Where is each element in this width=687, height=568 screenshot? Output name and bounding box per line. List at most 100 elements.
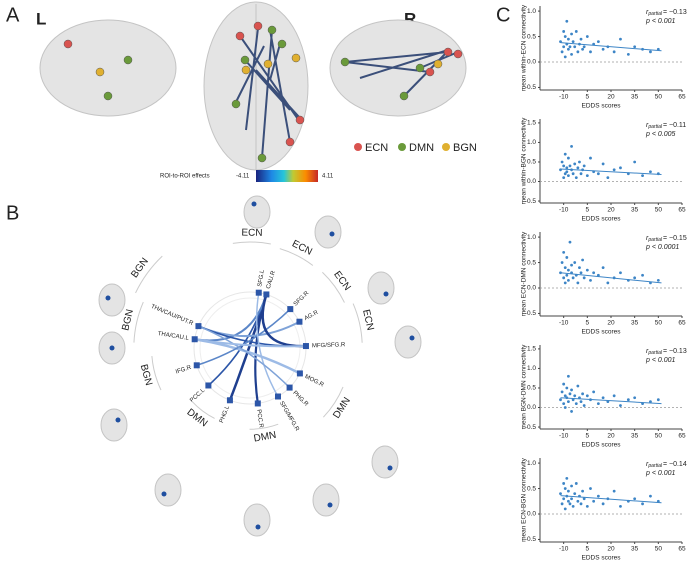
- network-arc: [232, 241, 271, 245]
- roi-node: [263, 291, 270, 298]
- point: [633, 45, 637, 49]
- y-tick-label: 0.0: [527, 511, 536, 518]
- point: [576, 166, 580, 170]
- roi-node: [191, 336, 198, 343]
- y-tick-label: 0.5: [527, 385, 536, 392]
- network-arc: [322, 271, 345, 303]
- point: [568, 392, 572, 396]
- colorbar: [256, 170, 318, 182]
- point: [582, 164, 586, 168]
- network-arc: [191, 401, 215, 419]
- annotation-part: = −0.13: [663, 9, 687, 16]
- annotation-part: partial: [647, 463, 663, 469]
- point: [649, 170, 652, 174]
- point: [562, 382, 566, 386]
- y-tick-label: -0.5: [525, 536, 537, 543]
- fit-line: [560, 272, 662, 284]
- roi-label: THA/CAU.L: [157, 331, 190, 342]
- y-axis-label: mean within-BGN connectivity: [521, 117, 528, 204]
- point: [571, 276, 575, 280]
- y-tick-label: 1.5: [527, 346, 536, 353]
- point: [570, 144, 573, 148]
- point: [606, 281, 610, 285]
- point: [596, 172, 600, 176]
- panel-label: C: [496, 4, 510, 26]
- point: [563, 507, 567, 511]
- point: [559, 398, 562, 402]
- point: [606, 176, 610, 180]
- point: [568, 240, 572, 244]
- network-label: DMN: [185, 407, 210, 429]
- roi-node: [193, 362, 200, 369]
- panel-label: A: [6, 4, 20, 26]
- point: [582, 45, 586, 49]
- point: [567, 499, 570, 503]
- network-arc: [352, 303, 363, 343]
- point: [563, 406, 567, 409]
- point: [656, 499, 660, 503]
- point: [574, 402, 578, 406]
- annotation-part: r: [646, 122, 649, 129]
- point: [633, 497, 637, 501]
- point: [567, 47, 570, 51]
- point: [578, 266, 581, 270]
- point: [576, 281, 580, 285]
- fit-line: [560, 495, 662, 504]
- x-tick-label: 65: [678, 320, 686, 327]
- roi-node: [296, 370, 303, 377]
- point: [619, 404, 622, 407]
- roi-label: MFG/SFG.R: [312, 342, 346, 349]
- y-tick-label: -0.5: [525, 198, 537, 205]
- network-arc: [151, 356, 162, 391]
- point: [641, 502, 644, 506]
- point: [567, 278, 570, 282]
- fit-line: [560, 168, 662, 175]
- point: [563, 152, 567, 156]
- point: [562, 164, 566, 168]
- point: [563, 281, 567, 285]
- point: [560, 502, 564, 506]
- point: [641, 273, 644, 277]
- x-tick-label: 35: [631, 94, 639, 101]
- point: [596, 494, 600, 498]
- x-tick-label: 50: [655, 320, 663, 327]
- point: [565, 476, 569, 480]
- roi-node: [275, 393, 281, 400]
- point: [581, 489, 584, 493]
- point: [562, 250, 566, 254]
- point: [562, 482, 566, 485]
- point: [562, 497, 566, 501]
- point: [576, 50, 580, 54]
- point: [563, 394, 567, 398]
- point: [563, 55, 567, 59]
- roi-label: CAU.R: [266, 270, 277, 290]
- point: [560, 50, 564, 54]
- network-label: BGN: [120, 308, 136, 332]
- roi-label: SFG.L: [257, 269, 266, 288]
- point: [573, 162, 577, 166]
- x-axis-label: EDDS scores: [581, 216, 621, 223]
- network-arc: [279, 248, 314, 266]
- x-tick-label: 50: [655, 207, 663, 214]
- x-tick-label: 5: [586, 94, 590, 101]
- annotation-part: = −0.15: [663, 235, 687, 242]
- annotation-part: = −0.11: [663, 122, 686, 129]
- thumbnails: [98, 195, 422, 537]
- point: [562, 402, 566, 406]
- point: [571, 172, 575, 176]
- y-tick-label: 0.0: [527, 285, 536, 292]
- network-label: ECN: [331, 269, 352, 293]
- x-tick-label: 50: [655, 433, 663, 440]
- x-axis-label: EDDS scores: [581, 329, 621, 336]
- point: [563, 35, 567, 38]
- point: [574, 30, 578, 33]
- nodes: [63, 21, 463, 163]
- roi-node: [287, 306, 294, 313]
- y-tick-label: -0.5: [525, 310, 537, 317]
- point: [585, 174, 589, 178]
- point: [596, 40, 600, 44]
- x-tick-label: 35: [631, 207, 639, 214]
- point: [578, 160, 581, 164]
- roi-node: [195, 323, 202, 330]
- point: [612, 50, 616, 54]
